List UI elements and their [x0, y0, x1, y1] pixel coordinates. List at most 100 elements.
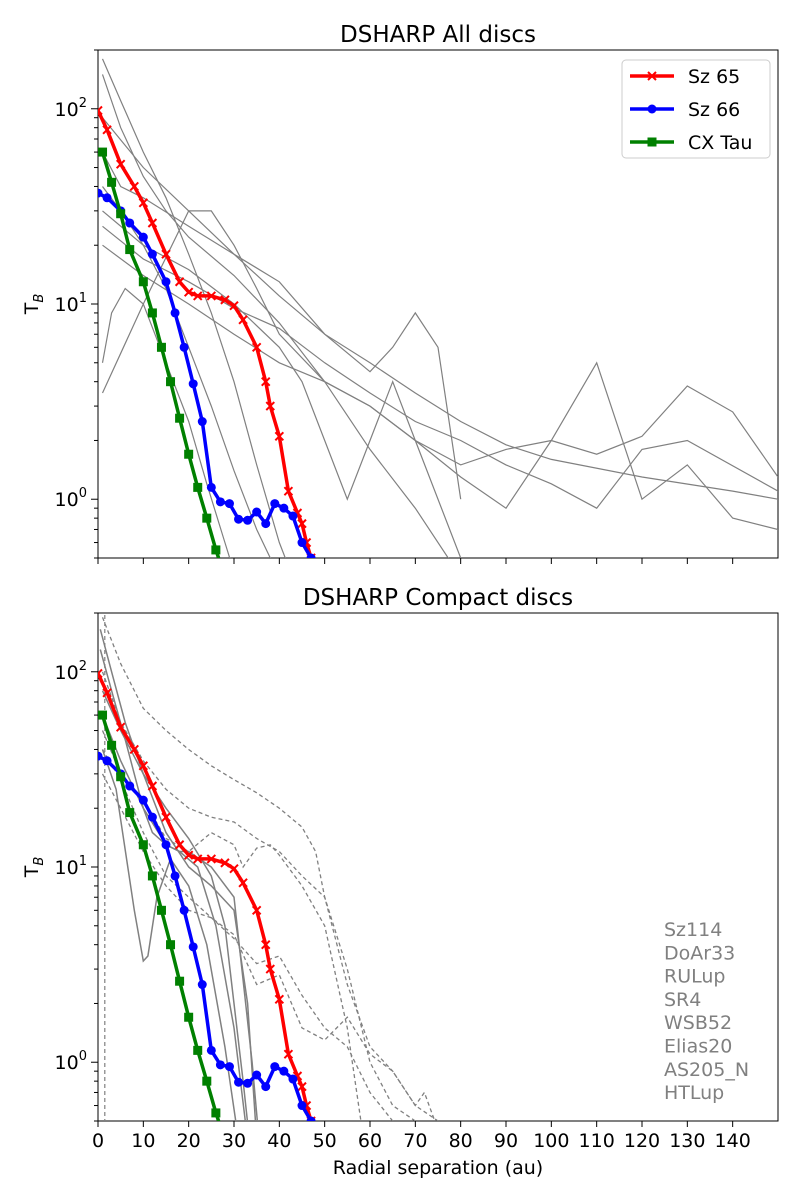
compact-sz-66-point [98, 751, 103, 761]
y-tick-label: 100 [55, 486, 87, 511]
x-tick-label: 20 [177, 1130, 201, 1152]
all-sz-65-point [183, 287, 194, 297]
all-sz-66-point [252, 507, 262, 517]
compact-disc-name-list: Sz114DoAr33RULupSR4WSB52Elias20AS205_NHT… [664, 919, 749, 1104]
compact-disc-label: Elias20 [664, 1036, 732, 1058]
compact-cx-tau-point [138, 840, 148, 850]
all-sz-66-point [206, 482, 216, 492]
x-tick-label: 100 [533, 1130, 569, 1152]
compact-sz-65-point [129, 744, 139, 755]
compact-sz-66-point [288, 1074, 298, 1084]
compact-sz-65-point [251, 905, 262, 916]
all-sz-66-point [306, 553, 316, 558]
disc-profile-line [102, 225, 778, 509]
all-cx-tau-point [211, 545, 221, 555]
compact-sz-66-point [252, 1070, 262, 1080]
all-sz-65-point [251, 342, 262, 353]
x-tick-label: 10 [131, 1130, 155, 1152]
all-cx-tau-point [156, 342, 166, 352]
all-discs-panel: DSHARP All discs TB 100 101 102 Sz 65 Sz 66… [21, 22, 779, 564]
all-sz-65-point [98, 105, 103, 116]
all-sz-65-point [161, 249, 171, 259]
compact-sz-66-point [215, 1060, 225, 1070]
compact-sz-66-point [197, 980, 207, 990]
compact-profile-dashed [101, 749, 394, 1121]
compact-sz-65-point [147, 781, 158, 791]
x-axis-label: Radial separation (au) [333, 1157, 543, 1179]
y-tick-label: 102 [55, 659, 87, 684]
disc-profile-line [102, 244, 778, 531]
all-sz-66-point [147, 249, 157, 259]
compact-sz-65-point [138, 761, 149, 771]
disc-profile-line [102, 210, 462, 558]
compact-sz-66-point [224, 1062, 234, 1072]
compact-sz-65-point [229, 864, 239, 874]
compact-profile-dashed [101, 773, 439, 1121]
all-sz-65-point [261, 376, 271, 387]
disc-profile-line [101, 210, 778, 478]
compact-sz-65-point [115, 722, 126, 732]
compact-cx-tau-point [193, 1045, 203, 1055]
compact-sz-65-point [98, 668, 103, 679]
compact-cx-tau-point [156, 905, 166, 915]
x-tick-label: 50 [313, 1130, 337, 1152]
compact-sz-66-point [170, 871, 180, 881]
all-sz-66-point [161, 277, 171, 287]
x-tick-label: 0 [92, 1130, 104, 1152]
y-tick-label: 101 [55, 854, 87, 879]
all-cx-tau-point [138, 277, 148, 287]
all-sz-66-point [125, 218, 135, 228]
all-sz-66-point [179, 342, 189, 352]
compact-sz-66-point [179, 905, 189, 915]
compact-sz-65-point [102, 688, 112, 698]
disc-profile-line [101, 287, 231, 558]
compact-sz-65-point [193, 854, 203, 864]
compact-sz-66-point [261, 1082, 271, 1092]
all-sz-66-point [297, 538, 307, 548]
all-sz-65-point [147, 218, 158, 228]
x-tick-label: 40 [267, 1130, 291, 1152]
compact-discs-title: DSHARP Compact discs [303, 585, 573, 611]
all-discs-title: DSHARP All discs [340, 22, 536, 48]
compact-disc-label: WSB52 [664, 1012, 732, 1034]
all-discs-ylabel: TB [21, 294, 47, 316]
compact-sz-66-point [234, 1077, 244, 1087]
compact-cx-tau-point [125, 808, 135, 818]
compact-profile-solid [101, 690, 257, 1121]
all-sz-65-point [115, 159, 126, 169]
all-sz-65-point [174, 277, 185, 287]
compact-sz-66-point [243, 1078, 253, 1088]
disc-profile-line [101, 74, 449, 558]
compact-cx-tau-point [147, 871, 157, 881]
all-sz-65-point [102, 125, 112, 135]
all-sz-66-point [224, 499, 234, 509]
all-cx-tau-line [100, 151, 221, 558]
compact-cx-tau-line [100, 714, 221, 1121]
compact-sz-65-point [161, 812, 171, 822]
all-cx-tau-point [175, 413, 185, 423]
disc-profile-line [101, 58, 286, 558]
all-sz-66-point [270, 499, 280, 509]
compact-sz-66-point [206, 1045, 216, 1055]
compact-sz-66-point [188, 942, 198, 952]
compact-profile-dashed [101, 671, 416, 1121]
all-sz-66-point [188, 379, 198, 389]
compact-discs-ylabel: TB [21, 857, 47, 879]
all-sz-66-point [234, 514, 244, 524]
all-sz-66-point [288, 511, 298, 521]
x-tick-label: 90 [494, 1130, 518, 1152]
all-sz-66-point [215, 497, 225, 507]
compact-sz-65-point [274, 994, 285, 1005]
compact-disc-label: HTLup [664, 1082, 724, 1104]
compact-sz-65-point [183, 850, 194, 860]
all-sz-66-point [138, 232, 148, 242]
compact-disc-label: DoAr33 [664, 942, 735, 964]
all-sz-65-point [206, 291, 217, 301]
x-tick-label: 130 [669, 1130, 705, 1152]
compact-cx-tau-point [116, 772, 126, 782]
compact-cx-tau-point [175, 976, 185, 986]
x-tick-label: 80 [449, 1130, 473, 1152]
compact-discs-panel: DSHARP Compact discs TB Radial separatio… [21, 585, 779, 1179]
all-cx-tau-point [193, 482, 203, 492]
